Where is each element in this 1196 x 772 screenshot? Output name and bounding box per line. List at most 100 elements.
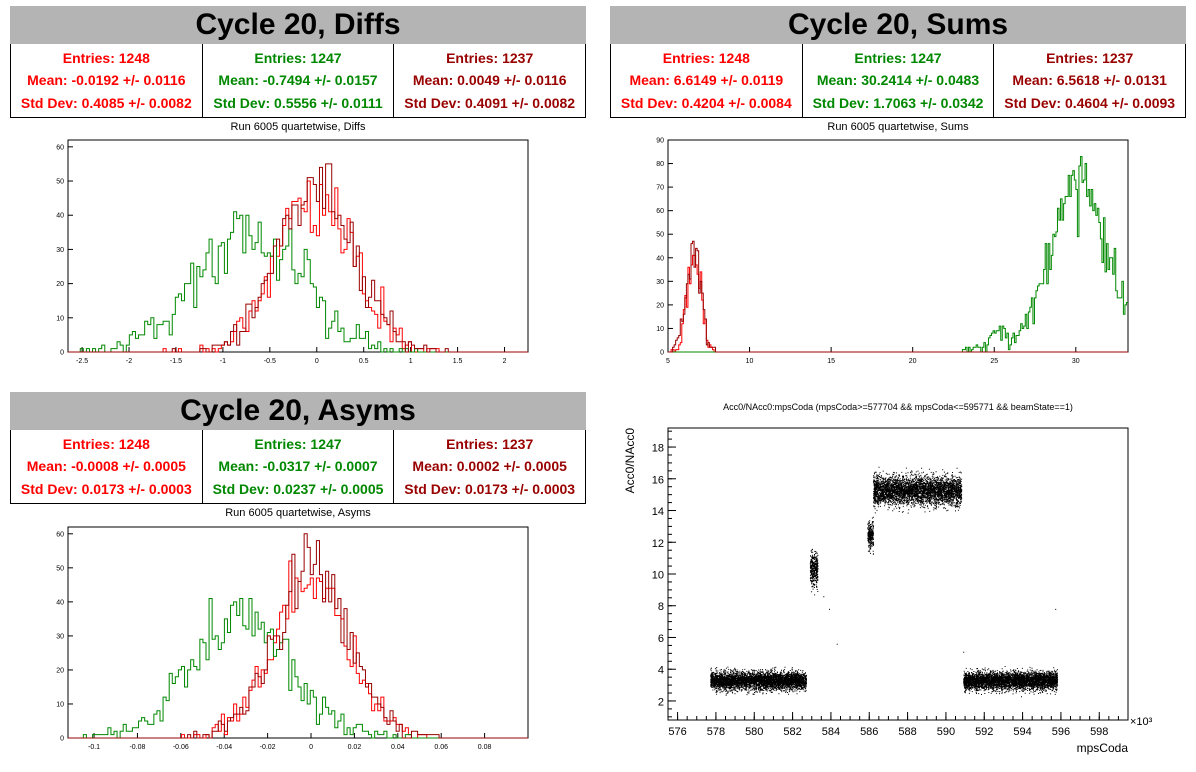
entries-label: Entries: 1248 <box>62 436 150 453</box>
mean-label: Mean: -0.0192 +/- 0.0116 <box>27 72 186 89</box>
x-tick-label: -1 <box>220 358 226 365</box>
mean-label: Mean: -0.0008 +/- 0.0005 <box>26 458 186 475</box>
y-tick-label: 60 <box>56 531 64 538</box>
x-tick-label: -0.04 <box>216 744 232 751</box>
y-tick-label: 60 <box>56 144 64 151</box>
x-tick-label: 0.06 <box>434 744 448 751</box>
diffs-stat-red: Entries: 1248 Mean: -0.0192 +/- 0.0116 S… <box>11 44 203 117</box>
sums-plot-title: Run 6005 quartetwise, Sums <box>827 121 969 133</box>
hist-series-0-1 <box>68 211 528 353</box>
entries-label: Entries: 1248 <box>662 50 750 67</box>
sums-stat-red: Entries: 1248 Mean: 6.6149 +/- 0.0119 St… <box>611 44 803 117</box>
x-tick-label: 596 <box>1052 726 1070 738</box>
entries-label: Entries: 1247 <box>254 436 342 453</box>
x-tick-label: 578 <box>707 726 725 738</box>
y-tick-label: 18 <box>652 443 664 455</box>
diffs-banner: Cycle 20, Diffs <box>10 6 586 44</box>
entries-label: Entries: 1237 <box>446 50 534 67</box>
entries-label: Entries: 1237 <box>1046 50 1134 67</box>
y-tick-label: 50 <box>656 232 664 239</box>
y-tick-label: 90 <box>656 138 664 145</box>
x-tick-label: 2 <box>503 358 507 365</box>
x-tick-label: -0.5 <box>264 358 276 365</box>
x-tick-label: 588 <box>898 726 916 738</box>
x-tick-label: 15 <box>827 358 835 365</box>
mean-label: Mean: 0.0049 +/- 0.0116 <box>412 72 567 89</box>
asyms-stats: Entries: 1248 Mean: -0.0008 +/- 0.0005 S… <box>10 430 586 504</box>
x-tick-label: 0 <box>309 744 313 751</box>
y-tick-label: 30 <box>56 247 64 254</box>
scatter-point-cloud <box>710 466 1059 698</box>
x-tick-label: -0.02 <box>260 744 276 751</box>
mean-label: Mean: 6.5618 +/- 0.0131 <box>1012 72 1167 89</box>
std-label: Std Dev: 0.0173 +/- 0.0003 <box>20 480 192 497</box>
asyms-banner: Cycle 20, Asyms <box>10 392 586 430</box>
y-tick-label: 10 <box>656 326 664 333</box>
y-tick-label: 12 <box>652 538 664 550</box>
x-tick-label: 20 <box>909 358 917 365</box>
hist-series-2-2 <box>68 533 528 739</box>
x-tick-label: -2 <box>126 358 132 365</box>
x-axis-label: mpsCoda <box>1077 741 1129 755</box>
x-tick-label: 0.08 <box>478 744 492 751</box>
entries-label: Entries: 1248 <box>62 50 150 67</box>
y-tick-label: 8 <box>658 601 664 613</box>
entries-label: Entries: 1247 <box>854 50 942 67</box>
sums-stat-darkred: Entries: 1237 Mean: 6.5618 +/- 0.0131 St… <box>994 44 1185 117</box>
entries-label: Entries: 1247 <box>254 50 342 67</box>
std-label: Std Dev: 0.0173 +/- 0.0003 <box>404 480 576 497</box>
y-tick-label: 30 <box>56 633 64 640</box>
y-tick-label: 10 <box>652 570 664 582</box>
y-axis-label: Acc0/NAcc0 <box>623 428 637 494</box>
x-tick-label: 0.5 <box>359 358 369 365</box>
std-label: Std Dev: 1.7063 +/- 0.0342 <box>812 94 984 111</box>
diffs-stat-green: Entries: 1247 Mean: -0.7494 +/- 0.0157 S… <box>203 44 395 117</box>
scatter-points <box>710 466 1059 698</box>
y-tick-label: 20 <box>56 667 64 674</box>
y-tick-label: 10 <box>56 315 64 322</box>
diffs-plot-title: Run 6005 quartetwise, Diffs <box>230 121 366 133</box>
x-tick-label: 590 <box>937 726 955 738</box>
hist-series-1-0 <box>668 254 1128 353</box>
asyms-stat-red: Entries: 1248 Mean: -0.0008 +/- 0.0005 S… <box>11 430 203 503</box>
y-tick-label: 50 <box>56 179 64 186</box>
x-tick-label: 598 <box>1090 726 1108 738</box>
mean-label: Mean: -0.0317 +/- 0.0007 <box>218 458 378 475</box>
std-label: Std Dev: 0.0237 +/- 0.0005 <box>212 480 384 497</box>
y-tick-label: 30 <box>656 279 664 286</box>
y-tick-label: 20 <box>56 281 64 288</box>
x-tick-label: 576 <box>668 726 686 738</box>
std-label: Std Dev: 0.4604 +/- 0.0093 <box>1004 94 1176 111</box>
y-tick-label: 16 <box>652 474 664 486</box>
sums-stat-green: Entries: 1247 Mean: 30.2414 +/- 0.0483 S… <box>803 44 995 117</box>
x-tick-label: 580 <box>745 726 763 738</box>
hist-series-2-1 <box>68 597 528 739</box>
hist-series-1-2 <box>668 240 1128 353</box>
x-tick-label: 10 <box>746 358 754 365</box>
x-tick-label: 1 <box>409 358 413 365</box>
mean-label: Mean: 6.6149 +/- 0.0119 <box>629 72 784 89</box>
asyms-plot-title: Run 6005 quartetwise, Asyms <box>225 507 371 519</box>
y-tick-label: 6 <box>658 633 664 645</box>
std-label: Std Dev: 0.4204 +/- 0.0084 <box>620 94 792 111</box>
mean-label: Mean: 30.2414 +/- 0.0483 <box>816 72 980 89</box>
plot-frame-2 <box>67 526 529 739</box>
x-tick-label: -0.08 <box>129 744 145 751</box>
scatter-plot-title: Acc0/NAcc0:mpsCoda (mpsCoda>=577704 && m… <box>723 402 1073 412</box>
x-tick-label: 584 <box>822 726 840 738</box>
x-tick-label: 586 <box>860 726 878 738</box>
x-axis-exponent: ×10³ <box>1130 716 1153 728</box>
x-tick-label: 0 <box>315 358 319 365</box>
diffs-stats: Entries: 1248 Mean: -0.0192 +/- 0.0116 S… <box>10 44 586 118</box>
plot-frame-1 <box>667 139 1129 353</box>
x-tick-label: 594 <box>1013 726 1031 738</box>
x-tick-label: -1.5 <box>170 358 182 365</box>
std-label: Std Dev: 0.4085 +/- 0.0082 <box>20 94 192 111</box>
y-tick-label: 4 <box>658 665 664 677</box>
hist-series-0-2 <box>68 163 528 353</box>
y-tick-label: 0 <box>660 350 664 357</box>
x-tick-label: 1.5 <box>453 358 463 365</box>
y-tick-label: 60 <box>656 208 664 215</box>
x-tick-label: -0.06 <box>173 744 189 751</box>
